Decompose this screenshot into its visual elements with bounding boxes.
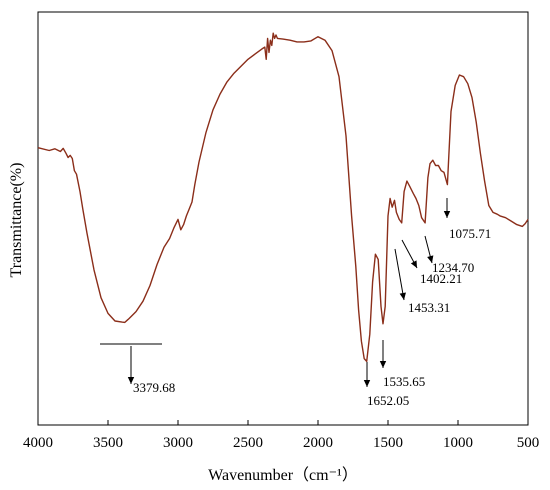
x-axis-title: Wavenumber（cm⁻¹） — [208, 466, 358, 484]
peak-arrow-head — [399, 292, 406, 300]
peak-label: 1402.21 — [420, 271, 462, 286]
x-tick-label: 3000 — [163, 435, 193, 451]
x-tick-label: 4000 — [23, 435, 53, 451]
peak-arrow-head — [363, 380, 371, 387]
peak-arrow-head — [427, 255, 434, 263]
peak-arrow-head — [127, 377, 135, 384]
peak-arrow-head — [410, 260, 417, 268]
peak-annotations: 3379.68 1652.05 1535.65 1453.31 1402.211234.… — [100, 198, 491, 408]
peak-arrow-head — [443, 211, 451, 218]
x-tick-label: 1500 — [373, 435, 403, 451]
x-axis-ticks: 4000 3500 3000 2500 2000 1500 1000 500 — [23, 420, 539, 451]
peak-label: 3379.68 — [133, 380, 175, 395]
peak-label: 1652.05 — [367, 393, 409, 408]
x-tick-label: 3500 — [93, 435, 123, 451]
peak-label: 1453.31 — [408, 300, 450, 315]
peak-label: 1234.70 — [432, 260, 474, 275]
plot-frame — [37, 11, 529, 426]
x-tick-label: 500 — [517, 435, 540, 451]
peak-label: 1535.65 — [383, 374, 425, 389]
peak-arrow-head — [379, 361, 387, 368]
spectrum-line — [37, 32, 529, 363]
x-tick-label: 1000 — [443, 435, 473, 451]
peak-arrow-line — [394, 248, 405, 301]
peak-label: 1075.71 — [449, 226, 491, 241]
x-tick-label: 2500 — [233, 435, 263, 451]
x-tick-label: 2000 — [303, 435, 333, 451]
y-axis-title: Transmittance(%) — [8, 163, 25, 278]
